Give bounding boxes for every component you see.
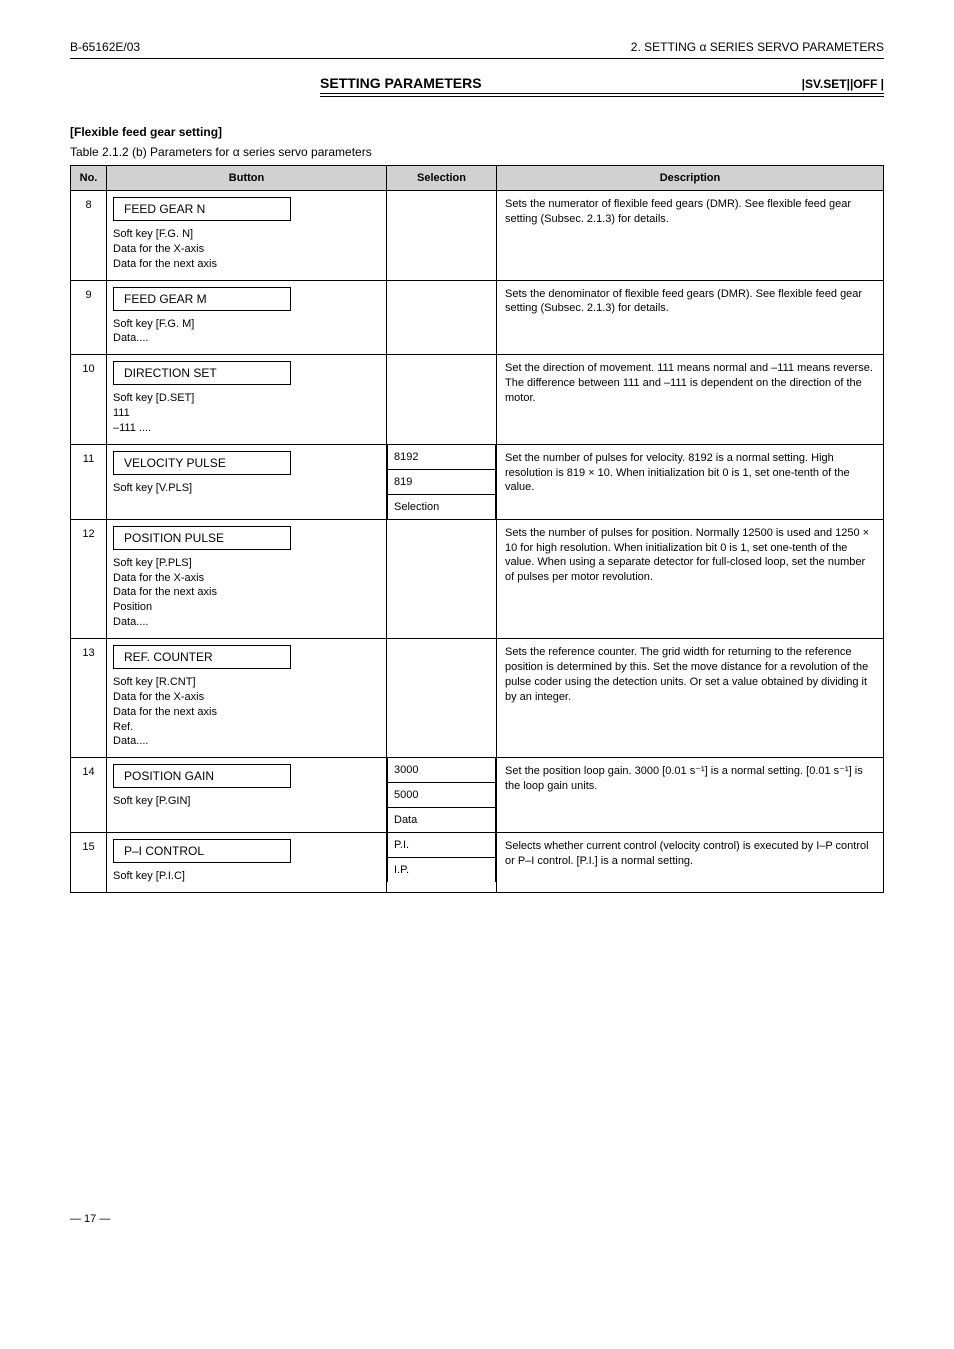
btn-line: Soft key [V.PLS] [113,481,380,496]
sel-opt: Data [388,808,496,833]
page-header: B-65162E/03 2. SETTING α SERIES SERVO PA… [70,40,884,59]
btn-line: Data.... [113,615,380,630]
softkey-button[interactable]: REF. COUNTER [113,645,291,669]
selection-subtable: P.I. I.P. [387,833,496,882]
row-desc: Set the position loop gain. 3000 [0.01 s… [497,758,884,833]
softkey-button[interactable]: POSITION PULSE [113,526,291,550]
row-selection [387,191,497,281]
row-desc: Set the direction of movement. 111 means… [497,355,884,445]
row-no: 15 [71,833,107,893]
header-left: B-65162E/03 [70,40,140,54]
btn-line: Data for the X-axis [113,690,380,705]
selection-subtable: 3000 5000 Data [387,758,496,832]
softkey-button[interactable]: FEED GEAR M [113,287,291,311]
row-no: 11 [71,444,107,519]
row-selection: P.I. I.P. [387,833,497,893]
row-selection [387,280,497,355]
btn-line: Soft key [P.I.C] [113,869,380,884]
btn-line: Data for the X-axis [113,571,380,586]
table-row: 9 FEED GEAR M Soft key [F.G. M] Data....… [71,280,884,355]
param-table: No. Button Selection Description 8 FEED … [70,165,884,893]
row-desc: Selects whether current control (velocit… [497,833,884,893]
sel-opt: 5000 [388,783,496,808]
softkey-button[interactable]: POSITION GAIN [113,764,291,788]
btn-line: Soft key [F.G. M] [113,317,380,332]
col-description: Description [497,166,884,191]
btn-line: Soft key [D.SET] [113,391,380,406]
btn-line: –111 .... [113,421,380,436]
row-button-cell: REF. COUNTER Soft key [R.CNT] Data for t… [107,638,387,757]
btn-line: Ref. [113,720,380,735]
softkey-button[interactable]: DIRECTION SET [113,361,291,385]
table-row: 11 VELOCITY PULSE Soft key [V.PLS] 8192 … [71,444,884,519]
btn-line: Data.... [113,331,380,346]
row-selection [387,638,497,757]
table-header-row: No. Button Selection Description [71,166,884,191]
softkey-button[interactable]: FEED GEAR N [113,197,291,221]
sel-opt: Selection [388,494,496,519]
table-body: 8 FEED GEAR N Soft key [F.G. N] Data for… [71,191,884,893]
row-desc: Sets the number of pulses for position. … [497,519,884,638]
row-button-cell: POSITION GAIN Soft key [P.GIN] [107,758,387,833]
row-no: 14 [71,758,107,833]
row-desc: Set the number of pulses for velocity. 8… [497,444,884,519]
table-caption: Table 2.1.2 (b) Parameters for α series … [70,145,884,159]
row-desc: Sets the reference counter. The grid wid… [497,638,884,757]
btn-line: Position [113,600,380,615]
row-selection: 3000 5000 Data [387,758,497,833]
btn-line: Soft key [P.GIN] [113,794,380,809]
sel-opt: I.P. [388,858,496,883]
row-button-cell: VELOCITY PULSE Soft key [V.PLS] [107,444,387,519]
btn-line: Data for the next axis [113,585,380,600]
row-selection: 8192 819 Selection [387,444,497,519]
row-button-cell: DIRECTION SET Soft key [D.SET] 111 –111 … [107,355,387,445]
row-desc: Sets the denominator of flexible feed ge… [497,280,884,355]
col-button: Button [107,166,387,191]
row-no: 9 [71,280,107,355]
btn-line: Soft key [R.CNT] [113,675,380,690]
sel-opt: 8192 [388,445,496,470]
section-bar: SETTING PARAMETERS |SV.SET||OFF | [320,75,884,97]
col-selection: Selection [387,166,497,191]
btn-line: Data for the next axis [113,705,380,720]
row-button-cell: P–I CONTROL Soft key [P.I.C] [107,833,387,893]
row-selection [387,355,497,445]
table-row: 13 REF. COUNTER Soft key [R.CNT] Data fo… [71,638,884,757]
row-selection [387,519,497,638]
col-no: No. [71,166,107,191]
btn-line: Data for the next axis [113,257,380,272]
btn-line: Data for the X-axis [113,242,380,257]
btn-line: Soft key [F.G. N] [113,227,380,242]
selection-subtable: 8192 819 Selection [387,445,496,519]
row-no: 10 [71,355,107,445]
softkey-button[interactable]: VELOCITY PULSE [113,451,291,475]
row-button-cell: POSITION PULSE Soft key [P.PLS] Data for… [107,519,387,638]
page-footer: — 17 — [70,1213,884,1255]
table-row: 10 DIRECTION SET Soft key [D.SET] 111 –1… [71,355,884,445]
btn-line: 111 [113,406,380,421]
sel-opt: 819 [388,469,496,494]
row-button-cell: FEED GEAR M Soft key [F.G. M] Data.... [107,280,387,355]
table-row: 14 POSITION GAIN Soft key [P.GIN] 3000 5… [71,758,884,833]
table-row: 12 POSITION PULSE Soft key [P.PLS] Data … [71,519,884,638]
row-no: 8 [71,191,107,281]
sel-opt: 3000 [388,758,496,783]
table-row: 15 P–I CONTROL Soft key [P.I.C] P.I. I.P… [71,833,884,893]
section-label: SETTING PARAMETERS [320,75,482,91]
row-no: 12 [71,519,107,638]
page: B-65162E/03 2. SETTING α SERIES SERVO PA… [0,0,954,1255]
softkey-button[interactable]: P–I CONTROL [113,839,291,863]
subtitle: [Flexible feed gear setting] [70,125,884,139]
btn-line: Soft key [P.PLS] [113,556,380,571]
row-button-cell: FEED GEAR N Soft key [F.G. N] Data for t… [107,191,387,281]
btn-line: Data.... [113,734,380,749]
row-desc: Sets the numerator of flexible feed gear… [497,191,884,281]
row-no: 13 [71,638,107,757]
sel-opt: P.I. [388,833,496,858]
section-button-group[interactable]: |SV.SET||OFF | [802,77,884,91]
header-right: 2. SETTING α SERIES SERVO PARAMETERS [631,40,884,54]
table-row: 8 FEED GEAR N Soft key [F.G. N] Data for… [71,191,884,281]
